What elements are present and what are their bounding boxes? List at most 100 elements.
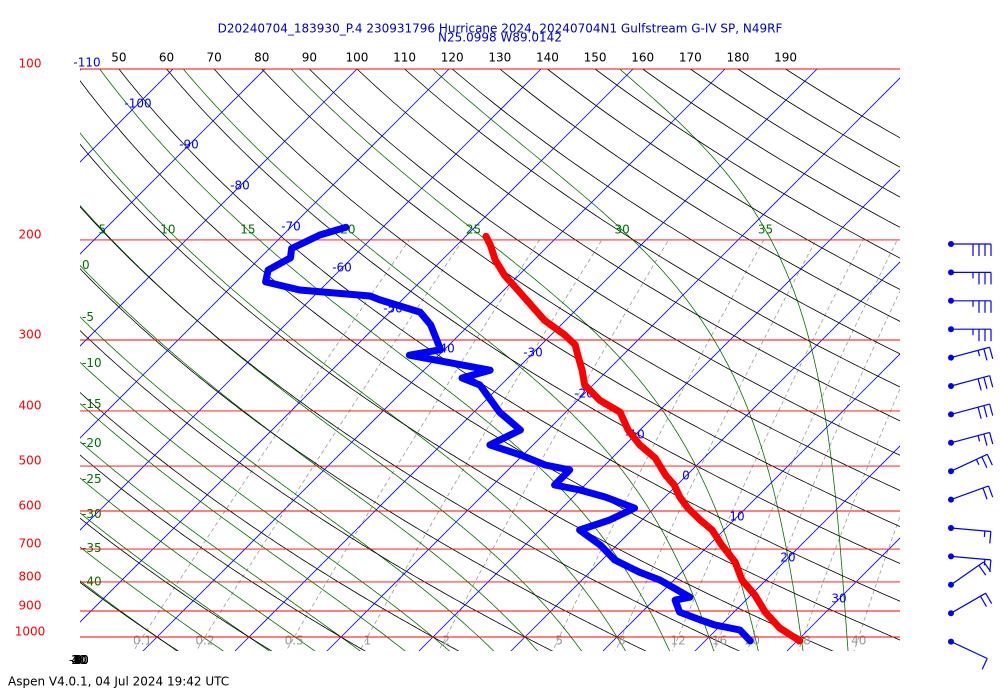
moist-adiabat-label: 25	[466, 222, 481, 236]
isotherm	[234, 69, 818, 651]
isotherm	[80, 69, 266, 255]
dry-adiabat-label: -30	[69, 653, 89, 667]
mixing-ratio-line	[552, 239, 765, 651]
barb-staff	[950, 375, 990, 387]
wind-barb	[948, 269, 992, 285]
dry-adiabat-label: 40	[71, 653, 86, 667]
dry-adiabat	[356, 69, 900, 422]
barb-feather	[978, 564, 987, 576]
isotherm-label: 0	[682, 469, 690, 483]
barb-staff	[950, 403, 990, 415]
dry-adiabat-label: 20	[71, 653, 86, 667]
mixing-ratio-label: 0.5	[285, 634, 304, 648]
moist-adiabat-label: 10	[160, 222, 175, 236]
isotherm-label: -80	[230, 179, 250, 193]
isotherm	[80, 69, 174, 163]
barb-feather	[989, 375, 994, 388]
barb-staff	[950, 555, 991, 561]
wind-barb	[948, 485, 994, 503]
pressure-label: 900	[19, 599, 42, 613]
barb-feather	[983, 348, 988, 361]
isotherm	[80, 69, 542, 531]
barb-staff	[950, 527, 991, 533]
pressure-label: 100	[19, 57, 42, 71]
dry-adiabat-label: 130	[488, 51, 511, 65]
wind-barb	[948, 553, 992, 572]
barb-staff	[950, 346, 990, 359]
dry-adiabat	[80, 517, 273, 651]
barb-feather	[977, 378, 982, 391]
isotherm-label: -110	[73, 56, 100, 70]
moist-adiabat-label: 15	[240, 222, 255, 236]
dry-adiabat	[165, 69, 900, 564]
barb-feather	[989, 531, 992, 544]
dry-adiabat	[118, 69, 900, 602]
barb-staff	[950, 431, 990, 444]
barb-feather	[981, 658, 988, 670]
barb-feather	[979, 595, 987, 607]
barb-staff	[950, 453, 988, 472]
dry-adiabat-label: 70	[206, 51, 221, 65]
mixing-ratio-label: 8	[618, 634, 626, 648]
isotherm	[694, 445, 900, 651]
isotherm	[80, 69, 634, 623]
mixing-ratio-label: 12	[670, 634, 685, 648]
dry-adiabat	[261, 69, 900, 491]
moist-adiabat-label: 35	[758, 222, 773, 236]
barb-feather	[983, 405, 988, 418]
footer: Aspen V4.0.1, 04 Jul 2024 19:42 UTC	[8, 675, 229, 689]
wind-barb	[948, 431, 994, 446]
wind-barb	[948, 297, 992, 313]
dry-adiabat-label: 0	[75, 653, 83, 667]
isotherm	[510, 261, 900, 651]
isotherm	[80, 69, 358, 347]
isotherm-label: -70	[281, 220, 301, 234]
isotherm	[80, 69, 450, 439]
dry-adiabat-label: 60	[159, 51, 174, 65]
moist-adiabat	[80, 580, 178, 651]
isotherm	[786, 537, 900, 651]
moist-adiabat-label: 30	[615, 222, 630, 236]
barb-feather	[982, 487, 988, 500]
wind-barb	[948, 346, 994, 361]
moist-adiabat-label: 5	[98, 222, 106, 236]
barb-feather	[983, 561, 992, 573]
mixing-ratio-label: 0.1	[133, 634, 152, 648]
pressure-label: 500	[19, 454, 42, 468]
chart-subtitle: N25.0998 W89.0142	[438, 31, 562, 45]
moist-adiabat-label: -40	[82, 574, 102, 588]
dry-adiabat	[308, 69, 900, 456]
isotherm-label: 20	[780, 551, 795, 565]
barb-feather	[983, 433, 988, 446]
mixing-ratio-label: 16	[712, 634, 727, 648]
mixing-ratio-line	[359, 239, 603, 651]
barb-feather	[989, 347, 994, 359]
barb-feather	[981, 456, 988, 468]
mixing-ratio-line	[798, 387, 900, 651]
profile-line	[482, 232, 804, 645]
dry-adiabat-label: 10	[71, 653, 86, 667]
mixing-ratio-line	[746, 290, 900, 651]
isotherm	[602, 353, 900, 651]
dry-adiabat-label: 140	[536, 51, 559, 65]
dry-adiabat-label: -20	[69, 653, 89, 667]
dry-adiabat-label: 150	[584, 51, 607, 65]
barb-staff	[950, 485, 989, 501]
isotherm-label: 10	[729, 510, 744, 524]
dry-adiabat-label: -40	[69, 653, 89, 667]
isotherm-label: -60	[332, 261, 352, 275]
dry-adiabat-label: 190	[774, 51, 797, 65]
moist-adiabat-label: -20	[82, 436, 102, 450]
wind-barb	[948, 638, 988, 670]
moist-adiabat-label: -15	[82, 397, 102, 411]
pressure-label: 300	[19, 328, 42, 342]
isotherm-label: -100	[124, 97, 151, 111]
dry-adiabat-label: 160	[631, 51, 654, 65]
barb-feather	[989, 432, 994, 445]
isotherm	[418, 169, 900, 651]
barb-feather	[988, 485, 994, 498]
moist-adiabat	[80, 546, 224, 651]
dry-adiabat-label: 120	[441, 51, 464, 65]
mixing-ratio-label: 40	[851, 634, 866, 648]
